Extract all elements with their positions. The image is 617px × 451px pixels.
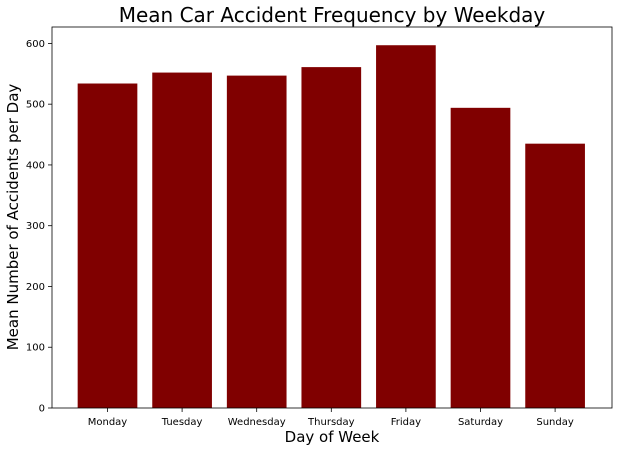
x-tick-label: Friday (391, 417, 421, 428)
axes-frame (51, 26, 613, 409)
bar-thursday (301, 67, 362, 409)
bar-wednesday (226, 75, 287, 409)
y-tick-label: 500 (26, 100, 45, 111)
x-tick-label: Saturday (458, 417, 503, 428)
y-tick-label: 400 (26, 160, 45, 171)
x-tick-label: Sunday (536, 417, 573, 428)
x-tick-label: Thursday (307, 417, 355, 428)
y-axis-label: Mean Number of Accidents per Day (4, 84, 22, 351)
bar-saturday (450, 107, 511, 408)
chart-title: Mean Car Accident Frequency by Weekday (119, 3, 546, 27)
y-tick-label: 600 (26, 39, 45, 50)
bar-friday (376, 45, 436, 408)
y-tick-label: 100 (26, 343, 45, 354)
y-tick-label: 300 (26, 221, 45, 232)
x-tick-label: Monday (88, 417, 128, 428)
bar-monday (77, 83, 138, 408)
x-tick-label: Tuesday (161, 417, 203, 428)
bar-tuesday (152, 72, 212, 408)
y-tick-label: 200 (26, 282, 45, 293)
x-axis-label: Day of Week (285, 428, 380, 446)
x-tick-label: Wednesday (228, 417, 286, 428)
y-tick-label: 0 (39, 404, 45, 415)
bar-sunday (525, 143, 585, 409)
plot-area: 0 100 200 300 400 500 600 Monday Tuesday Wednesda… (26, 26, 613, 428)
